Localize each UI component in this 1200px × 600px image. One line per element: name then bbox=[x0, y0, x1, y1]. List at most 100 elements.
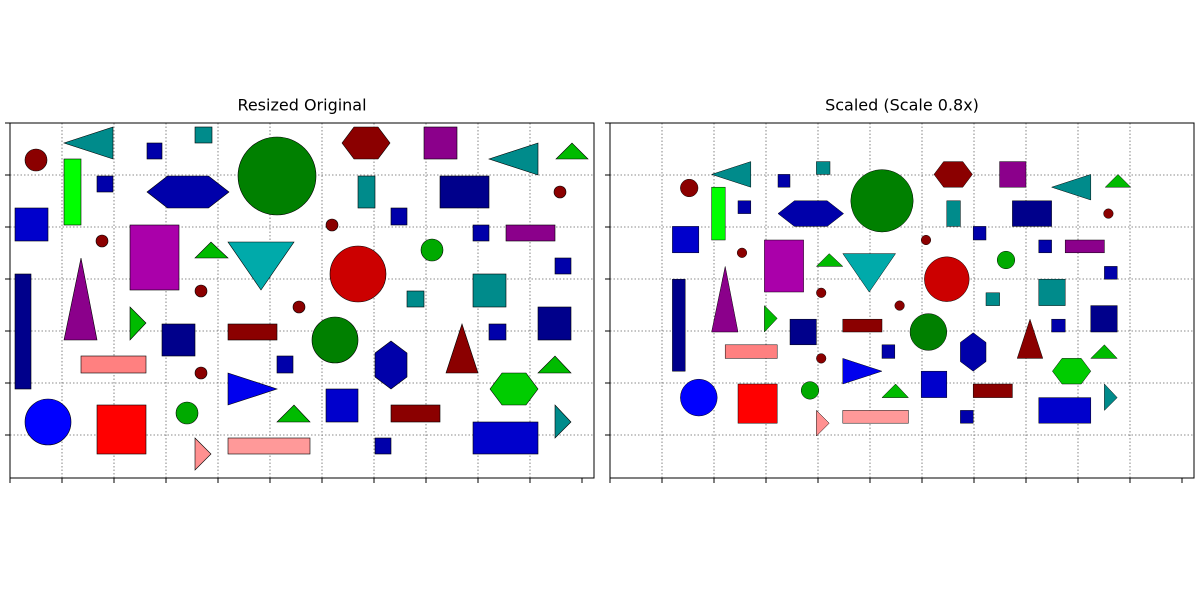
rect-shape bbox=[881, 344, 896, 359]
rect-shape bbox=[194, 126, 213, 144]
panel-title: Resized Original bbox=[237, 96, 366, 115]
triangle-shape bbox=[227, 241, 295, 291]
panel-title: Scaled (Scale 0.8x) bbox=[825, 96, 979, 115]
hexagon-shape bbox=[146, 175, 230, 209]
rect-shape bbox=[1012, 200, 1052, 227]
circle-shape bbox=[420, 238, 444, 262]
circle-shape bbox=[311, 316, 359, 364]
circle-shape bbox=[909, 313, 948, 351]
triangle-shape bbox=[276, 404, 311, 423]
rect-shape bbox=[227, 323, 278, 341]
rect-shape bbox=[1038, 397, 1092, 424]
triangle-shape bbox=[1104, 383, 1118, 411]
axes-frame bbox=[609, 122, 1195, 479]
rect-shape bbox=[325, 388, 359, 423]
triangle-shape bbox=[555, 142, 589, 160]
rect-shape bbox=[1064, 239, 1105, 254]
rect-shape bbox=[96, 404, 147, 455]
triangle-shape bbox=[63, 126, 114, 160]
rect-shape bbox=[1038, 239, 1052, 254]
hexagon-shape bbox=[960, 332, 987, 372]
circle-shape bbox=[553, 185, 567, 199]
rect-shape bbox=[505, 224, 556, 242]
triangle-shape bbox=[1016, 318, 1044, 359]
panel bbox=[5, 122, 595, 483]
shapes bbox=[672, 161, 1132, 437]
rect-shape bbox=[1090, 305, 1118, 333]
rect-shape bbox=[554, 257, 572, 275]
triangle-shape bbox=[227, 372, 278, 406]
rect-shape bbox=[63, 158, 82, 226]
rect-shape bbox=[946, 200, 961, 227]
circle-shape bbox=[325, 218, 339, 232]
shape-group bbox=[672, 161, 1132, 437]
rect-shape bbox=[1038, 278, 1066, 306]
rect-shape bbox=[14, 273, 32, 390]
rect-shape bbox=[146, 142, 163, 160]
triangle-shape bbox=[815, 253, 844, 267]
rect-shape bbox=[960, 410, 974, 424]
circle-shape bbox=[24, 148, 48, 172]
circle-shape bbox=[237, 136, 317, 216]
rect-shape bbox=[1051, 318, 1066, 333]
rect-shape bbox=[724, 344, 778, 359]
rect-shape bbox=[777, 174, 791, 188]
rect-shape bbox=[14, 207, 49, 242]
rect-shape bbox=[357, 175, 376, 209]
rect-shape bbox=[439, 175, 490, 209]
circle-shape bbox=[194, 366, 208, 380]
triangle-shape bbox=[537, 355, 572, 374]
rect-shape bbox=[129, 224, 180, 291]
rect-shape bbox=[390, 404, 441, 423]
triangle-shape bbox=[129, 306, 147, 341]
axes-frame bbox=[9, 122, 595, 479]
hexagon-shape bbox=[1052, 358, 1092, 385]
rect-shape bbox=[80, 355, 147, 374]
triangle-shape bbox=[1050, 174, 1092, 201]
rect-shape bbox=[672, 226, 700, 254]
circle-shape bbox=[1103, 208, 1114, 219]
rect-shape bbox=[672, 278, 686, 372]
rect-shape bbox=[374, 437, 392, 455]
triangle-shape bbox=[488, 142, 539, 176]
rect-shape bbox=[711, 186, 726, 241]
circle-shape bbox=[194, 284, 208, 298]
rect-shape bbox=[423, 126, 458, 160]
circle-shape bbox=[680, 178, 699, 198]
circle-shape bbox=[736, 247, 748, 258]
rect-shape bbox=[842, 410, 909, 424]
rect-shape bbox=[472, 421, 539, 455]
rect-shape bbox=[161, 323, 196, 357]
rect-shape bbox=[472, 273, 507, 308]
rect-shape bbox=[227, 437, 311, 455]
rect-shape bbox=[972, 383, 1013, 398]
rect-shape bbox=[737, 200, 752, 214]
hexagon-shape bbox=[933, 161, 973, 188]
hexagon-shape bbox=[489, 372, 539, 406]
rect-shape bbox=[472, 224, 490, 242]
panel bbox=[605, 122, 1195, 483]
rect-shape bbox=[488, 323, 507, 341]
triangle-shape bbox=[816, 409, 830, 437]
triangle-shape bbox=[710, 161, 752, 188]
circle-shape bbox=[800, 381, 820, 400]
triangle-shape bbox=[711, 266, 739, 333]
circle-shape bbox=[175, 401, 199, 425]
rect-shape bbox=[789, 318, 817, 346]
rect-shape bbox=[390, 207, 408, 226]
triangle-shape bbox=[63, 257, 98, 341]
circle-shape bbox=[680, 378, 718, 417]
triangle-shape bbox=[881, 383, 909, 398]
hexagon-shape bbox=[777, 200, 844, 227]
circle-shape bbox=[924, 256, 970, 302]
circle-shape bbox=[920, 234, 932, 246]
rect-shape bbox=[920, 370, 948, 398]
rect-shape bbox=[985, 292, 1000, 306]
triangle-shape bbox=[842, 358, 883, 385]
circle-shape bbox=[95, 234, 109, 248]
circle-shape bbox=[850, 169, 914, 233]
triangle-shape bbox=[554, 404, 572, 439]
circle-shape bbox=[816, 287, 827, 298]
rect-shape bbox=[737, 383, 778, 424]
